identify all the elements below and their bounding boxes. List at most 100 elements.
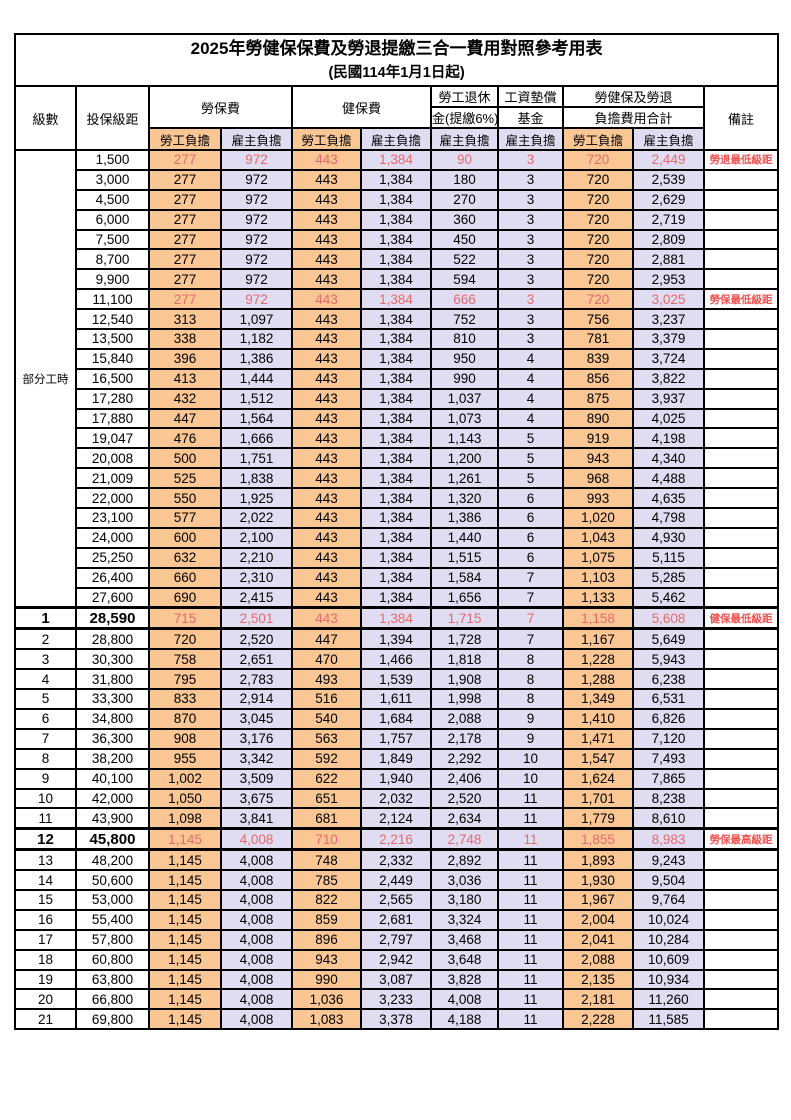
pension-contribution-cell: 1,998 [430, 688, 499, 710]
health-insurance-employer-cell: 3,087 [360, 968, 432, 991]
pension-contribution-cell: 666 [430, 288, 499, 311]
total-employee-cell: 1,228 [562, 648, 634, 671]
pension-contribution-cell: 1,037 [430, 387, 499, 410]
pension-contribution-cell: 950 [430, 347, 499, 370]
table-row: 17,280 432 1,512 443 1,384 1,037 4 875 3,937 [15, 387, 780, 410]
level-cell: 9 [14, 767, 77, 790]
health-insurance-employee-cell: 443 [291, 347, 362, 370]
remark-cell [702, 526, 780, 549]
labor-insurance-employee-cell: 1,145 [148, 988, 222, 1011]
subheader-pension-employer: 雇主負擔 [430, 127, 499, 151]
total-employee-cell: 1,133 [562, 586, 634, 610]
level-cell: 10 [14, 787, 77, 810]
labor-insurance-employee-cell: 1,145 [148, 968, 222, 991]
wage-fund-cell: 11 [497, 827, 564, 852]
col-header-wage-fund-line2: 基金 [497, 106, 564, 129]
labor-insurance-employee-cell: 758 [148, 648, 222, 671]
total-employer-cell: 2,881 [632, 248, 705, 271]
total-employer-cell: 6,531 [632, 688, 705, 710]
health-insurance-employee-cell: 443 [291, 268, 362, 291]
pension-contribution-cell: 270 [430, 188, 499, 211]
total-employer-cell: 8,610 [632, 807, 705, 830]
labor-insurance-employee-cell: 600 [148, 526, 222, 549]
health-insurance-employee-cell: 443 [291, 387, 362, 410]
health-insurance-employer-cell: 1,384 [360, 288, 432, 311]
subheader-labor-employer: 雇主負擔 [220, 127, 293, 151]
health-insurance-employer-cell: 1,384 [360, 328, 432, 350]
bracket-cell: 63,800 [75, 968, 150, 991]
table-row: 19,047 476 1,666 443 1,384 1,143 5 919 4,198 [15, 427, 780, 450]
wage-fund-cell: 11 [497, 848, 564, 872]
health-insurance-employer-cell: 2,449 [360, 869, 432, 891]
table-row: 2 28,800 720 2,520 447 1,394 1,728 7 1,167 5,649 [14, 627, 780, 651]
bracket-cell: 50,600 [75, 869, 150, 891]
labor-insurance-employer-cell: 4,008 [220, 968, 293, 991]
health-insurance-employer-cell: 1,849 [360, 747, 432, 770]
health-insurance-employee-cell: 1,083 [291, 1008, 362, 1031]
labor-insurance-employer-cell: 3,045 [220, 707, 293, 730]
total-employer-cell: 6,826 [632, 707, 705, 730]
health-insurance-employee-cell: 443 [291, 168, 362, 191]
remark-cell [702, 928, 780, 951]
level-cell: 20 [14, 988, 77, 1011]
table-row: 20,008 500 1,751 443 1,384 1,200 5 943 4,340 [15, 447, 780, 470]
col-header-wage-fund-line1: 工資墊償 [497, 85, 564, 108]
remark-cell [702, 586, 780, 610]
labor-insurance-employer-cell: 2,210 [220, 546, 293, 569]
bracket-cell: 42,000 [75, 787, 150, 810]
table-row: 4,500 277 972 443 1,384 270 3 720 2,629 [15, 188, 780, 211]
wage-fund-cell: 7 [497, 566, 564, 589]
total-employer-cell: 4,198 [632, 427, 705, 450]
pension-contribution-cell: 2,292 [430, 747, 499, 770]
table-row: 10 42,000 1,050 3,675 651 2,032 2,520 11 1,701 8,… [14, 787, 780, 810]
wage-fund-cell: 5 [497, 447, 564, 470]
remark-cell [702, 688, 780, 710]
pension-contribution-cell: 2,892 [430, 848, 499, 872]
bracket-cell: 21,009 [75, 467, 150, 490]
labor-insurance-employer-cell: 2,022 [220, 507, 293, 529]
pension-contribution-cell: 1,200 [430, 447, 499, 470]
bracket-cell: 7,500 [75, 228, 150, 251]
health-insurance-employee-cell: 470 [291, 648, 362, 671]
remark-cell [702, 1008, 780, 1031]
remark-cell [702, 707, 780, 730]
labor-insurance-employer-cell: 2,914 [220, 688, 293, 710]
total-employee-cell: 1,893 [562, 848, 634, 872]
pension-contribution-cell: 594 [430, 268, 499, 291]
pension-contribution-cell: 360 [430, 208, 499, 231]
remark-cell [702, 447, 780, 470]
pension-contribution-cell: 810 [430, 328, 499, 350]
remark-cell [702, 248, 780, 271]
health-insurance-employee-cell: 651 [291, 787, 362, 810]
labor-insurance-employer-cell: 1,512 [220, 387, 293, 410]
health-insurance-employer-cell: 1,940 [360, 767, 432, 790]
col-header-pension-line1: 勞工退休 [430, 85, 499, 108]
level-cell: 5 [14, 688, 77, 710]
level-cell: 6 [14, 707, 77, 730]
health-insurance-employee-cell: 681 [291, 807, 362, 830]
health-insurance-employee-cell: 785 [291, 869, 362, 891]
remark-cell [702, 848, 780, 872]
labor-insurance-employee-cell: 870 [148, 707, 222, 730]
wage-fund-cell: 11 [497, 988, 564, 1011]
total-employee-cell: 943 [562, 447, 634, 470]
wage-fund-cell: 3 [497, 268, 564, 291]
total-employer-cell: 5,115 [632, 546, 705, 569]
total-employee-cell: 1,020 [562, 507, 634, 529]
remark-cell [702, 268, 780, 291]
wage-fund-cell: 5 [497, 467, 564, 490]
table-row: 13,500 338 1,182 443 1,384 810 3 781 3,379 [15, 328, 780, 350]
labor-insurance-employer-cell: 2,783 [220, 668, 293, 691]
total-employee-cell: 720 [562, 248, 634, 271]
wage-fund-cell: 3 [497, 248, 564, 271]
labor-insurance-employer-cell: 4,008 [220, 928, 293, 951]
labor-insurance-employer-cell: 1,097 [220, 308, 293, 331]
total-employee-cell: 2,181 [562, 988, 634, 1011]
part-time-merged-cell: 部分工時 [14, 149, 77, 609]
labor-insurance-employer-cell: 972 [220, 188, 293, 211]
total-employer-cell: 2,953 [632, 268, 705, 291]
labor-insurance-employer-cell: 972 [220, 208, 293, 231]
labor-insurance-employer-cell: 4,008 [220, 869, 293, 891]
bracket-cell: 36,300 [75, 727, 150, 750]
labor-insurance-employer-cell: 4,008 [220, 888, 293, 911]
